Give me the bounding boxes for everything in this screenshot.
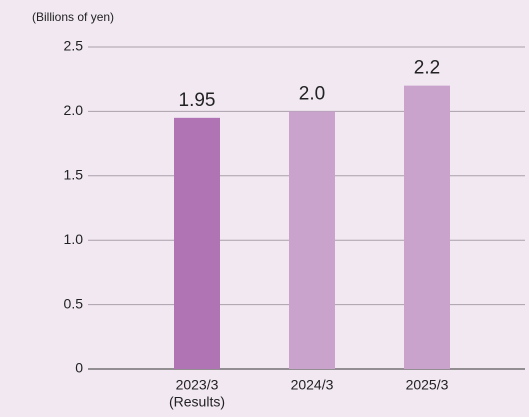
value-label: 1.95	[179, 90, 216, 111]
x-tick-label: 2023/3	[176, 377, 219, 393]
y-tick-label: 2.0	[64, 102, 84, 118]
y-unit-label: (Billions of yen)	[32, 10, 114, 24]
y-tick-label: 0.5	[64, 295, 84, 311]
bar	[289, 111, 335, 370]
x-tick-note: (Results)	[169, 394, 225, 410]
y-tick-label: 1.5	[64, 167, 84, 183]
y-tick-label: 0	[75, 360, 83, 376]
x-tick-label: 2024/3	[291, 377, 334, 393]
y-tick-label: 1.0	[64, 231, 84, 247]
value-label: 2.0	[299, 83, 325, 104]
bar	[404, 85, 450, 369]
value-label: 2.2	[414, 58, 440, 79]
y-tick-label: 2.5	[64, 38, 84, 54]
x-tick-label: 2025/3	[406, 377, 449, 393]
bar	[174, 117, 220, 369]
